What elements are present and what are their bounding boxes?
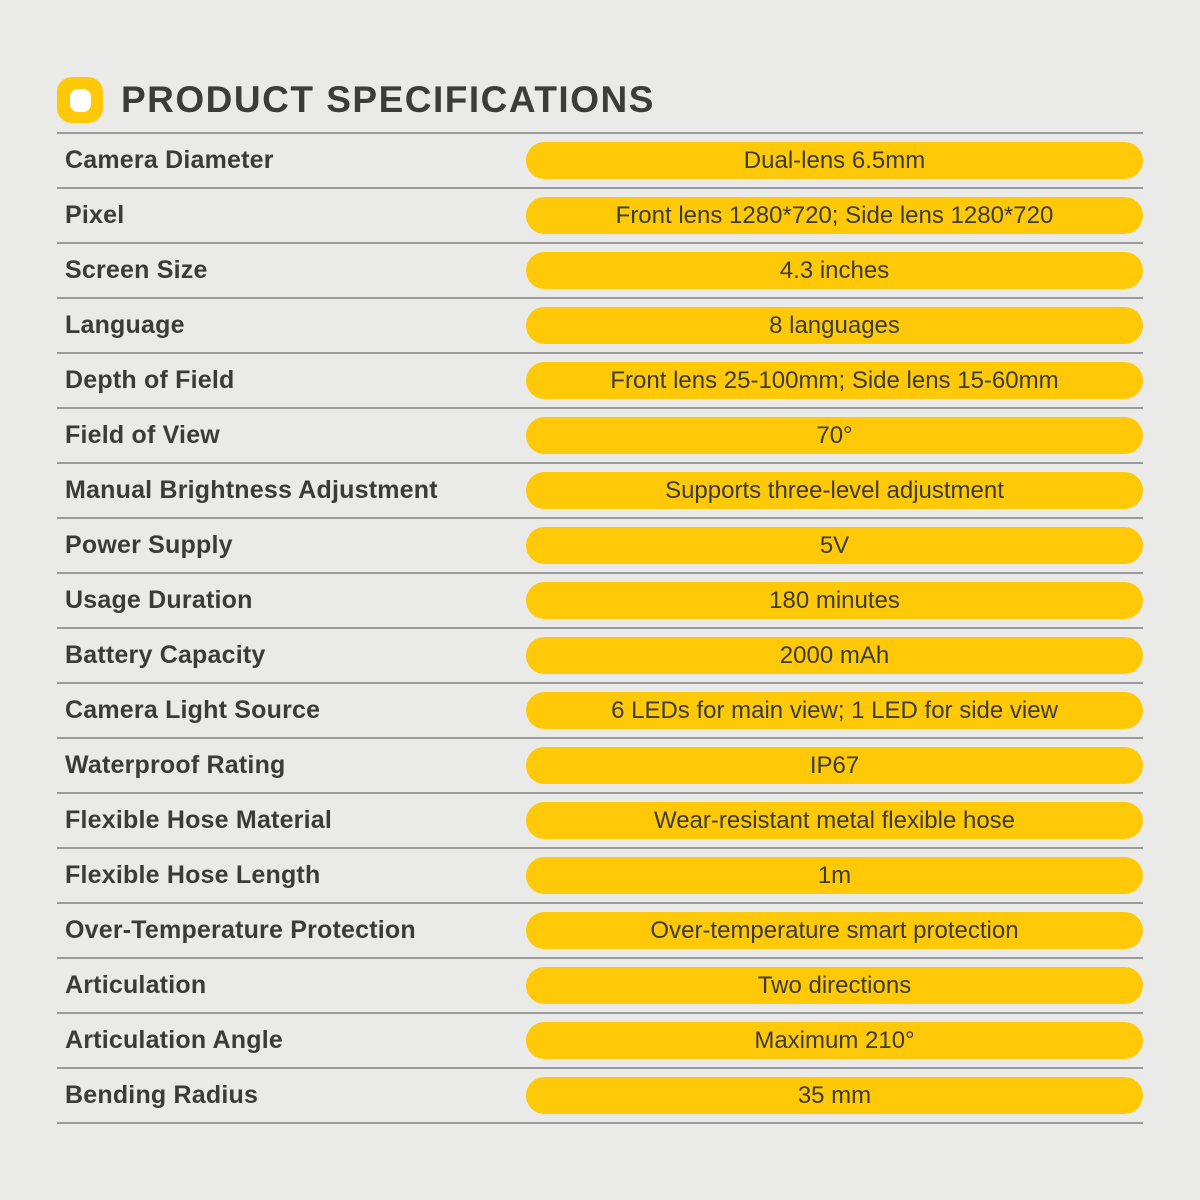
spec-label: Over-Temperature Protection — [65, 916, 416, 944]
table-row: Manual Brightness Adjustment Supports th… — [57, 464, 1143, 519]
spec-label: Flexible Hose Length — [65, 861, 321, 889]
spec-value-pill: 5V — [526, 527, 1143, 564]
spec-label: Articulation Angle — [65, 1026, 283, 1054]
spec-label: Language — [65, 311, 185, 339]
spec-value-pill: Dual-lens 6.5mm — [526, 142, 1143, 179]
table-row: Battery Capacity 2000 mAh — [57, 629, 1143, 684]
o-badge-icon-hole — [69, 88, 91, 112]
spec-table: Camera Diameter Dual-lens 6.5mm Pixel Fr… — [57, 134, 1143, 1124]
page-title: PRODUCT SPECIFICATIONS — [121, 79, 655, 120]
spec-label: Pixel — [65, 201, 125, 229]
spec-value-pill: 180 minutes — [526, 582, 1143, 619]
table-row: Depth of Field Front lens 25-100mm; Side… — [57, 354, 1143, 409]
spec-label: Field of View — [65, 421, 220, 449]
spec-value-pill: 8 languages — [526, 307, 1143, 344]
spec-value-pill: Over-temperature smart protection — [526, 912, 1143, 949]
table-row: Pixel Front lens 1280*720; Side lens 128… — [57, 189, 1143, 244]
spec-label: Waterproof Rating — [65, 751, 286, 779]
spec-value-pill: 6 LEDs for main view; 1 LED for side vie… — [526, 692, 1143, 729]
table-row: Articulation Angle Maximum 210° — [57, 1014, 1143, 1069]
spec-label: Screen Size — [65, 256, 208, 284]
spec-label: Articulation — [65, 971, 207, 999]
table-row: Waterproof Rating IP67 — [57, 739, 1143, 794]
spec-label: Depth of Field — [65, 366, 235, 394]
spec-label: Power Supply — [65, 531, 233, 559]
table-row: Usage Duration 180 minutes — [57, 574, 1143, 629]
spec-label: Usage Duration — [65, 586, 253, 614]
table-row: Screen Size 4.3 inches — [57, 244, 1143, 299]
table-row: Bending Radius 35 mm — [57, 1069, 1143, 1124]
spec-label: Camera Diameter — [65, 146, 274, 174]
table-row: Flexible Hose Material Wear-resistant me… — [57, 794, 1143, 849]
table-row: Power Supply 5V — [57, 519, 1143, 574]
spec-value-pill: 4.3 inches — [526, 252, 1143, 289]
table-row: Over-Temperature Protection Over-tempera… — [57, 904, 1143, 959]
spec-value-pill: 2000 mAh — [526, 637, 1143, 674]
o-badge-icon — [57, 77, 103, 123]
table-row: Camera Light Source 6 LEDs for main view… — [57, 684, 1143, 739]
spec-label: Camera Light Source — [65, 696, 321, 724]
spec-value-pill: 1m — [526, 857, 1143, 894]
spec-label: Manual Brightness Adjustment — [65, 476, 438, 504]
table-row: Language 8 languages — [57, 299, 1143, 354]
page-header: PRODUCT SPECIFICATIONS — [57, 0, 1143, 134]
spec-value-pill: Front lens 25-100mm; Side lens 15-60mm — [526, 362, 1143, 399]
spec-value-pill: Wear-resistant metal flexible hose — [526, 802, 1143, 839]
spec-value-pill: 70° — [526, 417, 1143, 454]
spec-value-pill: Supports three-level adjustment — [526, 472, 1143, 509]
spec-value-pill: Maximum 210° — [526, 1022, 1143, 1059]
spec-value-pill: Two directions — [526, 967, 1143, 1004]
spec-label: Bending Radius — [65, 1081, 259, 1109]
table-row: Flexible Hose Length 1m — [57, 849, 1143, 904]
spec-value-pill: 35 mm — [526, 1077, 1143, 1114]
spec-value-pill: Front lens 1280*720; Side lens 1280*720 — [526, 197, 1143, 234]
spec-label: Battery Capacity — [65, 641, 266, 669]
table-row: Camera Diameter Dual-lens 6.5mm — [57, 134, 1143, 189]
spec-label: Flexible Hose Material — [65, 806, 332, 834]
table-row: Field of View 70° — [57, 409, 1143, 464]
spec-value-pill: IP67 — [526, 747, 1143, 784]
table-row: Articulation Two directions — [57, 959, 1143, 1014]
